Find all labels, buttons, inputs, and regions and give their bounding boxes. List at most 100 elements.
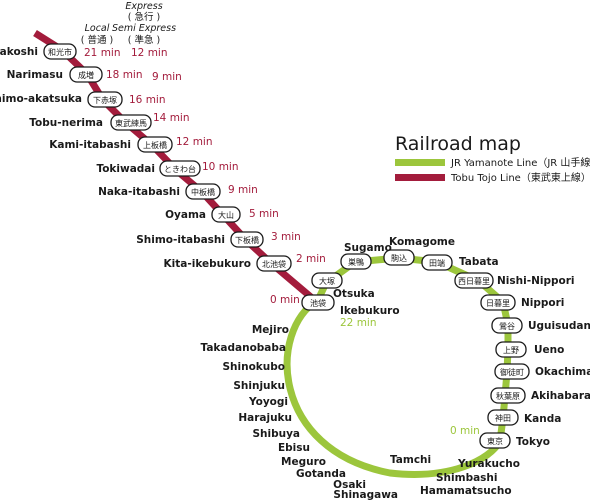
station-ja-otsuka: 大塚 bbox=[319, 276, 335, 286]
yamanote-boxed-stations: 大塚 Otsuka Sugamo 巣鴨 Komagome 駒込 田端 Tabat… bbox=[311, 236, 590, 449]
station-en-sugamo: Sugamo bbox=[344, 242, 392, 254]
station-en-hamamatsucho: Hamamatsucho bbox=[420, 485, 512, 497]
station-en-kami-itabashi: Kami-itabashi bbox=[49, 139, 131, 151]
station-en-okachimachi: Okachimachi bbox=[535, 366, 590, 378]
local-header-ja: ( 普通 ) bbox=[81, 34, 113, 46]
station-en-narimasu: Narimasu bbox=[7, 69, 63, 81]
station-ja-nippori: 日暮里 bbox=[486, 298, 510, 308]
station-en-tabata: Tabata bbox=[459, 256, 499, 268]
station-en-yurakucho: Yurakucho bbox=[457, 458, 520, 470]
station-en-gotanda: Gotanda bbox=[296, 468, 346, 480]
station-ja-tokiwadai: ときわ台 bbox=[164, 164, 196, 174]
station-ja-ikebukuro: 池袋 bbox=[310, 298, 326, 308]
station-box-narimasu bbox=[69, 66, 103, 83]
station-en-uguisudani: Uguisudani bbox=[528, 320, 590, 332]
local-time-naka-itabashi: 9 min bbox=[228, 184, 258, 196]
express-header: Express bbox=[125, 1, 162, 12]
station-box-tobu-nerima bbox=[110, 114, 152, 131]
express-time-narimasu: 9 min bbox=[152, 71, 182, 83]
legend-tobu-swatch bbox=[395, 174, 445, 181]
station-ja-akihabara: 秋葉原 bbox=[496, 391, 520, 401]
service-headers: Local ( 普通 ) Express ( 急行 ) Semi Express… bbox=[81, 1, 176, 46]
station-en-wakoshi: Wakoshi bbox=[0, 46, 38, 58]
station-ja-nishi-nippori: 西日暮里 bbox=[458, 276, 490, 286]
station-en-shinagawa: Shinagawa bbox=[333, 489, 398, 501]
station-ja-narimasu: 成増 bbox=[78, 70, 94, 80]
station-ja-naka-itabashi: 中板橋 bbox=[191, 187, 215, 197]
station-en-ikebukuro: Ikebukuro bbox=[340, 305, 400, 317]
station-box-shimo-itabashi bbox=[230, 231, 264, 248]
station-en-tobu-nerima: Tobu-nerima bbox=[29, 117, 103, 129]
station-en-shimo-akatsuka: Shimo-akatsuka bbox=[0, 93, 82, 105]
local-time-tobu-nerima: 14 min bbox=[153, 112, 190, 124]
local-time-narimasu: 18 min bbox=[106, 69, 143, 81]
station-en-shinjuku: Shinjuku bbox=[233, 380, 285, 392]
station-box-kami-itabashi bbox=[137, 136, 173, 153]
station-ja-kita-ikebukuro: 北池袋 bbox=[262, 259, 286, 269]
station-ja-sugamo: 巣鴨 bbox=[348, 257, 364, 267]
yamanote-line bbox=[283, 254, 512, 478]
local-time-kami-itabashi: 12 min bbox=[176, 136, 213, 148]
station-ja-komagome: 駒込 bbox=[391, 253, 407, 263]
station-box-komagome bbox=[383, 249, 415, 266]
station-en-otsuka: Otsuka bbox=[333, 288, 375, 300]
station-en-ebisu: Ebisu bbox=[278, 442, 310, 454]
legend-yamanote-swatch bbox=[395, 159, 445, 166]
station-box-nippori bbox=[480, 294, 516, 311]
local-time-shimo-itabashi: 3 min bbox=[271, 231, 301, 243]
station-en-ueno: Ueno bbox=[534, 344, 564, 356]
station-en-mejiro: Mejiro bbox=[252, 324, 289, 336]
station-ja-kami-itabashi: 上板橋 bbox=[143, 140, 167, 150]
station-en-tokiwadai: Tokiwadai bbox=[96, 163, 155, 175]
semi-express-header: Semi Express bbox=[112, 23, 176, 34]
station-en-shimo-itabashi: Shimo-itabashi bbox=[136, 234, 225, 246]
local-time-kita-ikebukuro: 2 min bbox=[296, 253, 326, 265]
station-en-naka-itabashi: Naka-itabashi bbox=[98, 186, 180, 198]
station-en-meguro: Meguro bbox=[281, 456, 326, 468]
station-box-oyama bbox=[211, 206, 241, 223]
station-box-kanda bbox=[487, 409, 519, 426]
express-header-ja: ( 急行 ) bbox=[128, 11, 160, 23]
station-en-nishi-nippori: Nishi-Nippori bbox=[497, 275, 574, 287]
station-box-nishi-nippori bbox=[454, 272, 494, 289]
station-en-nippori: Nippori bbox=[521, 297, 564, 309]
station-ja-uguisudani: 鶯谷 bbox=[499, 321, 515, 331]
station-en-shinokubo: Shinokubo bbox=[222, 361, 285, 373]
local-time-oyama: 5 min bbox=[249, 208, 279, 220]
station-en-harajuku: Harajuku bbox=[238, 412, 292, 424]
semi-express-header-ja: ( 準急 ) bbox=[128, 34, 160, 46]
station-box-uguisudani bbox=[491, 317, 523, 334]
station-box-sugamo bbox=[340, 253, 372, 270]
station-box-naka-itabashi bbox=[185, 183, 221, 200]
station-ja-oyama: 大山 bbox=[218, 210, 234, 220]
legend-yamanote-label: JR Yamanote Line（JR 山手線） bbox=[450, 156, 590, 169]
station-en-tamchi: Tamchi bbox=[390, 454, 431, 466]
station-box-ueno bbox=[495, 341, 527, 358]
station-box-otsuka bbox=[311, 272, 343, 289]
station-en-tokyo: Tokyo bbox=[516, 436, 550, 448]
station-box-ikebukuro bbox=[301, 294, 335, 311]
station-box-akihabara bbox=[490, 387, 526, 404]
station-ja-tabata: 田端 bbox=[429, 258, 445, 268]
station-en-akihabara: Akihabara bbox=[531, 390, 590, 402]
local-header: Local bbox=[85, 23, 110, 34]
station-en-yoyogi: Yoyogi bbox=[248, 396, 288, 408]
station-en-kita-ikebukuro: Kita-ikebukuro bbox=[164, 258, 251, 270]
station-box-wakoshi bbox=[43, 43, 77, 60]
station-box-shimo-akatsuka bbox=[87, 91, 123, 108]
yamanote-other-stations: Mejiro Takadanobaba Shinokubo Shinjuku Y… bbox=[201, 324, 520, 501]
station-ja-okachimachi: 御徒町 bbox=[500, 367, 524, 377]
yamanote-time-tokyo: 0 min bbox=[450, 425, 480, 437]
station-en-osaki: Osaki bbox=[333, 479, 366, 491]
local-time-shimo-akatsuka: 16 min bbox=[129, 94, 166, 106]
legend-tobu-label: Tobu Tojo Line（東武東上線） bbox=[450, 171, 590, 184]
station-en-komagome: Komagome bbox=[389, 236, 455, 248]
tobu-stations: Wakoshi 和光市 21 min 12 min Narimasu 成増 18… bbox=[0, 43, 400, 329]
legend: JR Yamanote Line（JR 山手線） Tobu Tojo Line（… bbox=[395, 156, 590, 184]
station-ja-tobu-nerima: 東武練馬 bbox=[115, 118, 147, 128]
station-en-takadanobaba: Takadanobaba bbox=[201, 342, 286, 354]
station-box-tabata bbox=[421, 254, 453, 271]
station-ja-shimo-akatsuka: 下赤塚 bbox=[93, 96, 117, 105]
station-ja-ueno: 上野 bbox=[503, 346, 519, 355]
